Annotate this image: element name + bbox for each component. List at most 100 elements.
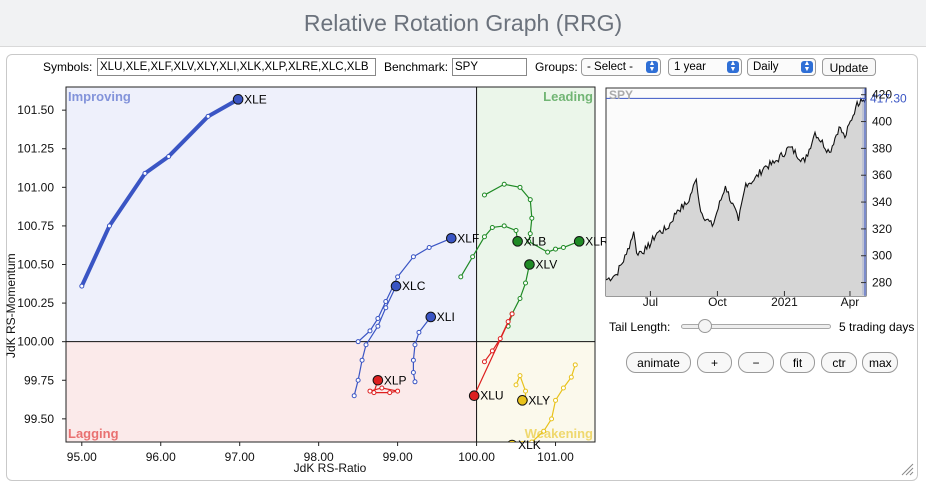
tail-point-xlre xyxy=(529,215,535,221)
tail-point-xlk xyxy=(553,397,559,403)
tail-point-xlb xyxy=(458,274,464,280)
tail-point-xli xyxy=(412,379,418,385)
select-arrows-icon: ▲ ▼ xyxy=(801,60,813,73)
x-tick-label: 95.00 xyxy=(67,450,97,464)
tail-point-xlp xyxy=(395,388,401,394)
tail-point-xlu xyxy=(489,348,495,354)
tail-point-xle xyxy=(205,113,211,119)
fit-button[interactable]: fit xyxy=(780,352,815,373)
y-tick-label: 100.25 xyxy=(17,296,54,310)
groups-select-value: - Select - xyxy=(587,61,634,73)
update-button[interactable]: Update xyxy=(822,58,876,76)
tail-point-xlb xyxy=(489,224,495,230)
x-tick-label: 98.00 xyxy=(304,450,334,464)
tail-point-xle xyxy=(79,283,85,289)
x-tick-label: 96.00 xyxy=(146,450,176,464)
tail-point-xlf xyxy=(367,328,373,334)
tail-point-xlk xyxy=(549,416,555,422)
y-tick-label: 100.50 xyxy=(17,258,54,272)
tail-point-xlb xyxy=(481,234,487,240)
tail-point-xlp xyxy=(379,385,385,391)
lagging-quadrant xyxy=(66,341,477,442)
tail-point-xly xyxy=(523,388,529,394)
max-button[interactable]: max xyxy=(862,352,898,373)
weakening-label: Weakening xyxy=(525,426,593,441)
benchmark-input[interactable] xyxy=(452,58,527,76)
tail-point-xlf xyxy=(426,245,432,251)
tail-point-xlu xyxy=(497,336,503,342)
tail-point-xlu xyxy=(481,359,487,365)
tail-point-xlk xyxy=(529,439,535,442)
interval-select-value: Daily xyxy=(753,61,779,73)
lagging-label: Lagging xyxy=(68,426,119,441)
symbols-input[interactable] xyxy=(97,58,376,76)
leading-label: Leading xyxy=(543,89,593,104)
period-select[interactable]: 1 year ▲ ▼ xyxy=(668,58,742,76)
tail-point-xlb xyxy=(513,228,519,234)
head-xlu xyxy=(468,390,480,401)
symbols-label: Symbols: xyxy=(43,60,93,74)
tail-point-xlu xyxy=(505,319,511,325)
symbol-label-xlv: XLV xyxy=(535,258,557,272)
head-xlp xyxy=(372,374,384,386)
improving-quadrant xyxy=(66,87,477,342)
head-xly xyxy=(517,395,528,406)
tail-point-xlp xyxy=(387,390,393,396)
groups-select[interactable]: - Select - ▲ ▼ xyxy=(581,58,661,76)
y-tick-label: 101.50 xyxy=(17,103,54,117)
tail-point-xlre xyxy=(517,184,523,190)
head-xli xyxy=(425,311,437,323)
resize-handle-icon[interactable] xyxy=(900,462,914,476)
tail-point-xlk xyxy=(560,385,566,391)
tail-point-xlre xyxy=(526,238,532,244)
tail-point-xlb xyxy=(501,223,507,229)
animate-button[interactable]: animate xyxy=(626,352,691,373)
x-tick-label: 100.00 xyxy=(458,450,495,464)
tail-point-xlc xyxy=(355,377,361,383)
weakening-quadrant xyxy=(476,341,595,442)
tail-point-xlre xyxy=(545,249,551,255)
y-tick-label: 100.00 xyxy=(17,335,54,349)
center-button[interactable]: ctr xyxy=(821,352,857,373)
tail-length-slider-track[interactable] xyxy=(681,324,831,329)
tail-point-xlf xyxy=(410,254,416,260)
tail-point-xle xyxy=(106,223,112,229)
head-xlk xyxy=(507,439,517,442)
page-title: Relative Rotation Graph (RRG) xyxy=(303,10,623,36)
y-tick-label: 100.75 xyxy=(17,219,54,233)
tail-point-xlp xyxy=(371,390,377,396)
tail-point-xly xyxy=(513,382,519,388)
improving-label: Improving xyxy=(68,89,131,104)
tail-point-xlre xyxy=(553,246,559,252)
tail-point-xlc xyxy=(359,357,365,363)
x-tick-label: 97.00 xyxy=(225,450,255,464)
select-arrows-icon: ▲ ▼ xyxy=(727,60,739,73)
tail-point-xlre xyxy=(560,245,566,251)
tail-length-value: 5 trading days xyxy=(839,320,915,334)
symbol-label-xly: XLY xyxy=(528,393,550,407)
tail-point-xlf xyxy=(355,339,361,345)
symbol-label-xlb: XLB xyxy=(524,234,547,248)
head-xlre xyxy=(573,236,585,247)
tail-point-xlk xyxy=(520,441,525,442)
symbol-label-xlf: XLF xyxy=(457,231,479,245)
tail-point-xli xyxy=(412,342,418,348)
groups-label: Groups: xyxy=(535,60,578,74)
y-tick-label: 101.25 xyxy=(17,142,54,156)
tail-point-xlp xyxy=(367,388,373,394)
zoom-out-button[interactable]: − xyxy=(738,352,774,373)
interval-select[interactable]: Daily ▲ ▼ xyxy=(747,58,816,76)
tail-point-xlre xyxy=(481,192,487,198)
head-xle xyxy=(232,94,244,105)
symbol-label-xli: XLI xyxy=(437,310,455,324)
head-xlb xyxy=(512,236,523,247)
tail-length-slider-handle[interactable] xyxy=(698,319,712,333)
tail-length-label: Tail Length: xyxy=(609,320,671,334)
tail-point-xlu xyxy=(509,311,515,317)
head-xlv xyxy=(524,259,535,270)
symbol-label-xle: XLE xyxy=(244,92,267,106)
tail-point-xly xyxy=(517,373,523,379)
zoom-in-button[interactable]: + xyxy=(697,352,732,373)
y-tick-label: 99.75 xyxy=(24,373,54,387)
